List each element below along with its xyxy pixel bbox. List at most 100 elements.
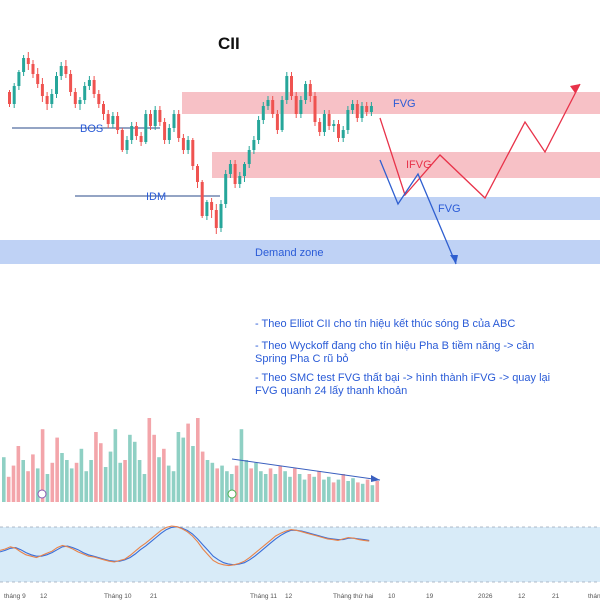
candle (36, 68, 40, 88)
volume-bar (229, 474, 234, 502)
volume-bar (351, 478, 355, 502)
bearish-projection-path (379, 159, 457, 265)
volume-bar (273, 474, 278, 502)
x-tick-label: 21 (150, 593, 158, 600)
volume-bar (11, 465, 16, 502)
candle (92, 76, 96, 98)
volume-bar (113, 429, 118, 502)
candle (275, 110, 279, 134)
candle (139, 132, 143, 146)
candle (280, 96, 284, 132)
candle (69, 70, 73, 96)
candle (158, 106, 162, 126)
volume-bar (60, 453, 64, 502)
volume-bar (283, 471, 287, 502)
candle (233, 160, 237, 188)
candle (116, 112, 120, 134)
candle (341, 126, 345, 142)
volume-bar (346, 481, 350, 502)
x-tick-label: Tháng thứ hai (333, 593, 374, 600)
volume-bar (99, 443, 103, 502)
candle (191, 138, 195, 170)
candle (153, 106, 157, 130)
volume-bar (147, 418, 152, 502)
x-tick-label: 12 (285, 593, 293, 600)
volume-bar (137, 460, 142, 502)
volume-bar (128, 434, 132, 502)
candle (294, 92, 298, 118)
volume-bar (50, 462, 55, 502)
candle (327, 110, 331, 130)
chart-title: CII (218, 34, 240, 53)
candle (308, 80, 312, 102)
x-axis-ticks: tháng 9 12 Tháng 10 21 Tháng 11 12 Tháng thứ h… (4, 593, 600, 600)
candle (337, 120, 340, 142)
x-tick-label: 12 (518, 593, 526, 600)
volume-bar (103, 467, 108, 502)
candle (31, 60, 35, 78)
volume-bar (341, 474, 346, 502)
x-tick-label: tháng 9 (4, 593, 26, 600)
volume-bar (317, 471, 321, 502)
volume-bar (55, 437, 59, 502)
demand-zone (0, 240, 600, 264)
volume-trend-arrowhead (371, 475, 380, 482)
volume-bar (186, 423, 190, 502)
volume-bar (21, 460, 25, 502)
event-marker-1 (37, 489, 47, 499)
candle (144, 110, 148, 144)
event-marker-2 (227, 489, 237, 499)
candle (120, 128, 124, 152)
candle (238, 172, 242, 188)
note-elliott: - Theo Elliot CII cho tín hiệu kết thúc … (255, 318, 516, 330)
volume-bar (259, 471, 263, 502)
volume-bar (176, 432, 181, 502)
x-tick-label: Tháng 11 (250, 593, 277, 600)
volume-bar (84, 471, 89, 502)
volume-bar (239, 429, 244, 502)
volume-bar (336, 479, 341, 502)
candle (78, 97, 82, 110)
candle (8, 90, 11, 107)
volume-bar (74, 462, 79, 502)
candle (17, 70, 21, 90)
volume-bar (132, 441, 137, 502)
volume-group (2, 418, 380, 502)
volume-bar (118, 462, 122, 502)
candle (83, 82, 87, 104)
volume-bar (268, 468, 273, 502)
oscillator-k-line (0, 525, 370, 567)
volume-bar (215, 468, 219, 502)
volume-bar (312, 476, 316, 502)
candle (365, 102, 369, 116)
ifvg-label: IFVG (406, 159, 432, 171)
volume-bar (288, 476, 292, 502)
candle (177, 110, 181, 142)
candle (261, 102, 265, 124)
candle (351, 100, 355, 114)
candle (214, 204, 218, 234)
volume-bar (220, 465, 224, 502)
volume-bar (6, 476, 11, 502)
volume-bar (2, 457, 6, 502)
oscillator-band (0, 527, 600, 582)
candle (172, 110, 176, 132)
note-smc: - Theo SMC test FVG thất bại -> hình thà… (255, 372, 551, 397)
candle (45, 92, 49, 110)
candle (355, 100, 359, 122)
volume-bar (26, 471, 30, 502)
ifvg-zone (212, 152, 600, 178)
candle (228, 160, 232, 178)
candle (360, 102, 364, 122)
volume-bar (65, 460, 69, 502)
candle (205, 200, 209, 220)
x-tick-label: 21 (552, 593, 560, 600)
candle (332, 120, 336, 132)
volume-bar (69, 468, 74, 502)
x-tick-label: 10 (388, 593, 396, 600)
volume-bar (45, 474, 50, 502)
candle (59, 62, 63, 80)
oscillator-d-line (0, 526, 370, 566)
candle (271, 96, 275, 118)
